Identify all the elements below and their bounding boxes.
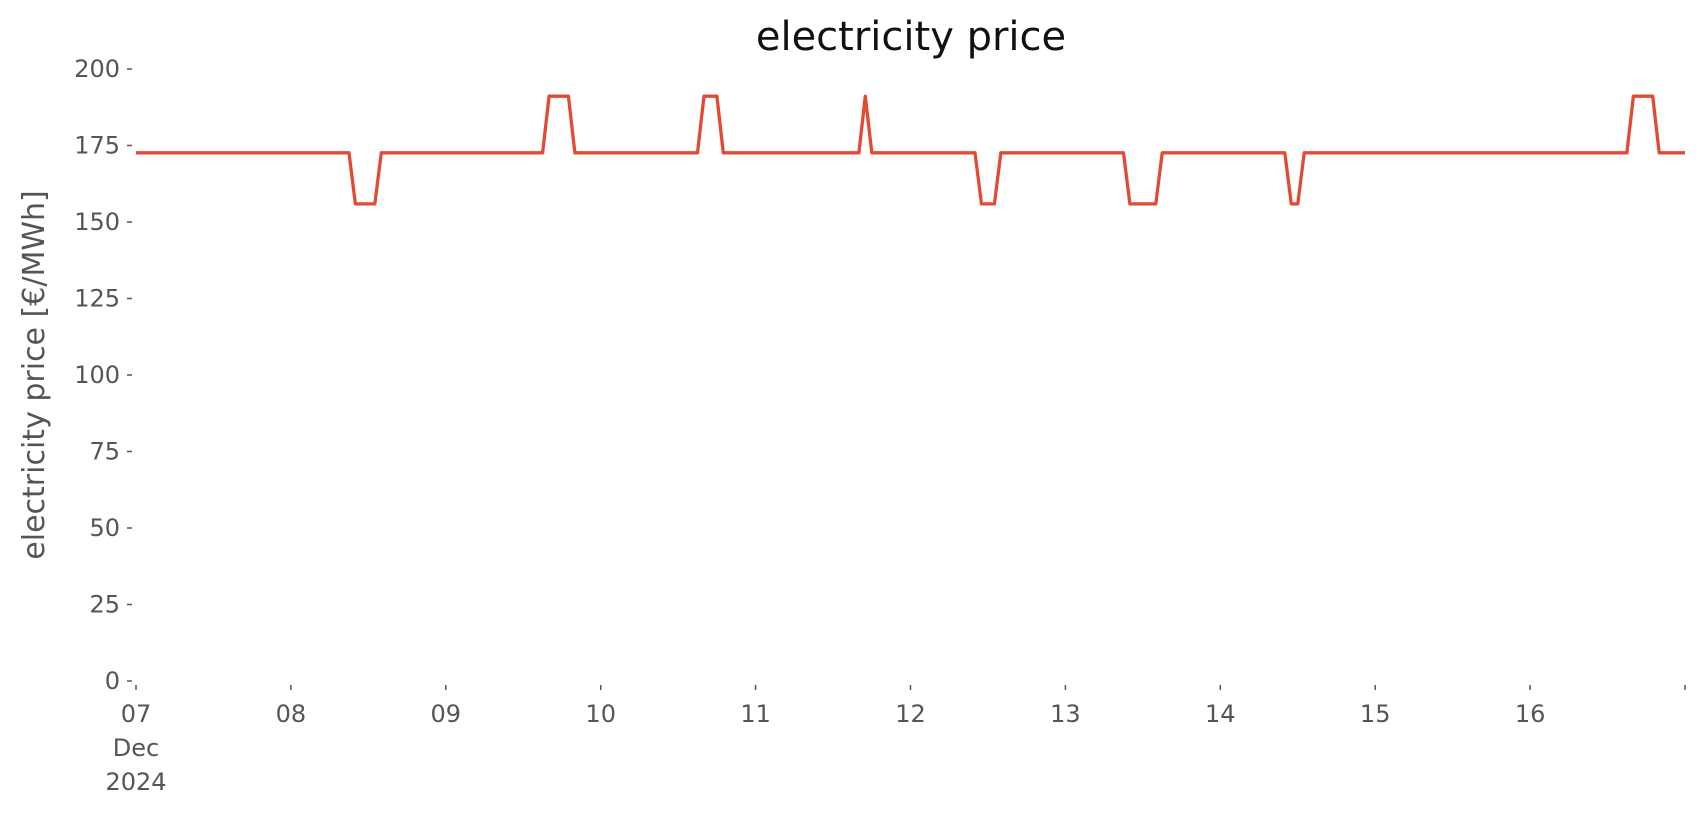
y-tick-label: 25 <box>89 591 120 619</box>
x-tick-label: 12 <box>895 700 926 728</box>
x-tick-label: 07 Dec 2024 <box>105 700 166 796</box>
x-tick-label: 14 <box>1205 700 1236 728</box>
y-tick-label: 50 <box>89 514 120 542</box>
y-tick-label: 200 <box>74 55 120 83</box>
y-tick-label: 150 <box>74 208 120 236</box>
x-tick-label: 08 <box>276 700 307 728</box>
price-line <box>136 94 1685 206</box>
x-tick-label: 15 <box>1360 700 1391 728</box>
y-tick-label: 125 <box>74 285 120 313</box>
x-tick-label: 11 <box>740 700 771 728</box>
x-tick-label: 13 <box>1050 700 1081 728</box>
y-tick-label: 0 <box>105 667 120 695</box>
x-tick-label: 16 <box>1515 700 1546 728</box>
y-tick-label: 100 <box>74 361 120 389</box>
y-tick-label: 175 <box>74 132 120 160</box>
y-axis-label: electricity price [€/MWh] <box>17 190 52 559</box>
y-tick-label: 75 <box>89 438 120 466</box>
chart-title: electricity price <box>756 14 1066 60</box>
x-tick-label: 10 <box>585 700 616 728</box>
x-tick-label: 09 <box>431 700 462 728</box>
